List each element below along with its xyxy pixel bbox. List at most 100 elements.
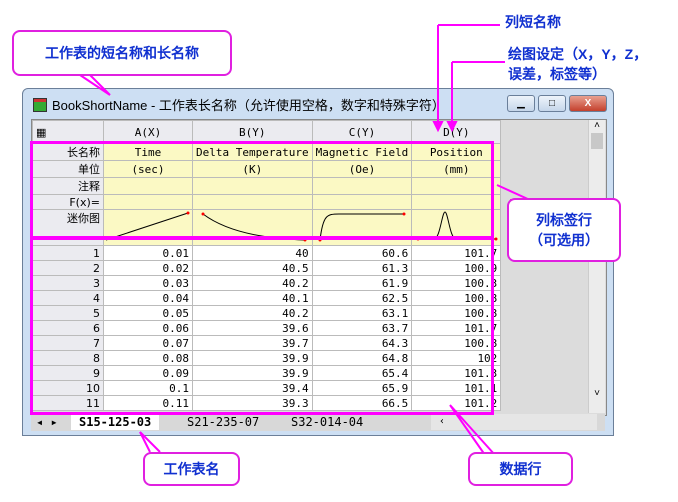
row-number[interactable]: 2 [32,260,104,276]
row-number[interactable]: 3 [32,275,104,291]
scroll-thumb[interactable] [591,133,603,149]
data-cell[interactable]: 39.3 [192,395,313,411]
data-cell[interactable]: 101.2 [411,395,502,411]
sparkline-cell[interactable] [192,209,313,246]
fx-cell[interactable] [411,194,502,210]
comment-cell[interactable] [311,177,413,195]
data-cell[interactable]: 100.8 [411,305,502,321]
data-cell[interactable]: 100.3 [411,275,502,291]
row-number[interactable]: 11 [32,395,104,411]
data-cell[interactable]: 0.01 [103,245,193,261]
long-name-cell[interactable]: Position [411,143,502,161]
data-cell[interactable]: 65.9 [311,380,413,396]
data-cell[interactable]: 40.2 [192,275,313,291]
data-cell[interactable]: 39.4 [192,380,313,396]
unit-cell[interactable]: (Oe) [311,160,413,178]
data-cell[interactable]: 101.3 [411,365,502,381]
sheet-tab[interactable]: S32-014-04 [291,415,364,429]
data-cell[interactable]: 101.7 [411,245,502,261]
long-name-cell[interactable]: Delta Temperature [192,143,313,161]
fx-cell[interactable] [192,194,313,210]
data-cell[interactable]: 61.9 [311,275,413,291]
sparkline-cell[interactable] [311,209,413,246]
row-number[interactable]: 7 [32,335,104,351]
data-cell[interactable]: 63.1 [311,305,413,321]
data-cell[interactable]: 65.4 [311,365,413,381]
row-number[interactable]: 1 [32,245,104,261]
data-cell[interactable]: 100.8 [411,290,502,306]
table-row: 7 0.07 39.7 64.3 100.8 [32,335,502,351]
row-number[interactable]: 10 [32,380,104,396]
data-cell[interactable]: 0.02 [103,260,193,276]
tab-prev-icon[interactable]: ◂ ▸ [36,415,58,429]
sparkline-cell[interactable] [411,209,502,246]
long-name-cell[interactable]: Magnetic Field [311,143,413,161]
row-number[interactable]: 4 [32,290,104,306]
row-label-sparkline: 迷你图 [32,209,104,246]
sparkline-cell[interactable] [103,209,193,246]
sheet-tab-active[interactable]: S15-125-03 [71,414,160,430]
column-header-b[interactable]: B(Y) [192,120,313,144]
scroll-down-icon[interactable]: ˅ [594,388,600,399]
close-button[interactable]: X [569,95,607,112]
data-cell[interactable]: 0.09 [103,365,193,381]
data-cell[interactable]: 40.1 [192,290,313,306]
row-number[interactable]: 8 [32,350,104,366]
unit-cell[interactable]: (K) [192,160,313,178]
data-cell[interactable]: 39.7 [192,335,313,351]
data-cell[interactable]: 0.04 [103,290,193,306]
horizontal-scrollbar[interactable]: ‹ [431,414,597,430]
data-cell[interactable]: 101.7 [411,320,502,336]
column-header-a[interactable]: A(X) [103,120,193,144]
sparkline-position [416,211,498,241]
fx-cell[interactable] [311,194,413,210]
row-number[interactable]: 5 [32,305,104,321]
data-cell[interactable]: 0.08 [103,350,193,366]
data-cell[interactable]: 0.03 [103,275,193,291]
data-cell[interactable]: 39.9 [192,350,313,366]
vertical-scrollbar[interactable]: ˄ ˅ [588,120,605,413]
data-cell[interactable]: 63.7 [311,320,413,336]
unit-cell[interactable]: (sec) [103,160,193,178]
row-number[interactable]: 6 [32,320,104,336]
sheet-tab[interactable]: S21-235-07 [187,415,260,429]
callout-label-rows: 列标签行 （可选用） [507,198,621,262]
data-cell[interactable]: 39.9 [192,365,313,381]
maximize-button[interactable]: □ [538,95,566,112]
data-cell[interactable]: 0.07 [103,335,193,351]
comment-cell[interactable] [103,177,193,195]
scroll-up-icon[interactable]: ˄ [594,120,600,131]
data-cell[interactable]: 0.1 [103,380,193,396]
data-cell[interactable]: 0.05 [103,305,193,321]
fx-cell[interactable] [103,194,193,210]
table-row: 4 0.04 40.1 62.5 100.8 [32,290,502,306]
data-cell[interactable]: 61.3 [311,260,413,276]
data-cell[interactable]: 100.9 [411,260,502,276]
data-cell[interactable]: 40.2 [192,305,313,321]
comment-cell[interactable] [411,177,502,195]
data-cell[interactable]: 102 [411,350,502,366]
data-cell[interactable]: 66.5 [311,395,413,411]
data-cell[interactable]: 0.06 [103,320,193,336]
data-cell[interactable]: 39.6 [192,320,313,336]
data-cell[interactable]: 60.6 [311,245,413,261]
comment-cell[interactable] [192,177,313,195]
callout-sheet-tab: 工作表名 [143,452,240,486]
data-cell[interactable]: 62.5 [311,290,413,306]
data-cell[interactable]: 100.8 [411,335,502,351]
column-header-d[interactable]: D(Y) [411,120,502,144]
sparkline-delta-temperature [201,212,307,242]
minimize-button[interactable]: ▁ [507,95,535,112]
data-cell[interactable]: 0.11 [103,395,193,411]
table-row: 8 0.08 39.9 64.8 102 [32,350,502,366]
select-all-icon[interactable]: ▦ [32,120,104,144]
data-cell[interactable]: 64.3 [311,335,413,351]
row-number[interactable]: 9 [32,365,104,381]
unit-cell[interactable]: (mm) [411,160,502,178]
data-cell[interactable]: 64.8 [311,350,413,366]
data-cell[interactable]: 40 [192,245,313,261]
data-cell[interactable]: 40.5 [192,260,313,276]
data-cell[interactable]: 101.1 [411,380,502,396]
long-name-cell[interactable]: Time [103,143,193,161]
column-header-c[interactable]: C(Y) [311,120,413,144]
